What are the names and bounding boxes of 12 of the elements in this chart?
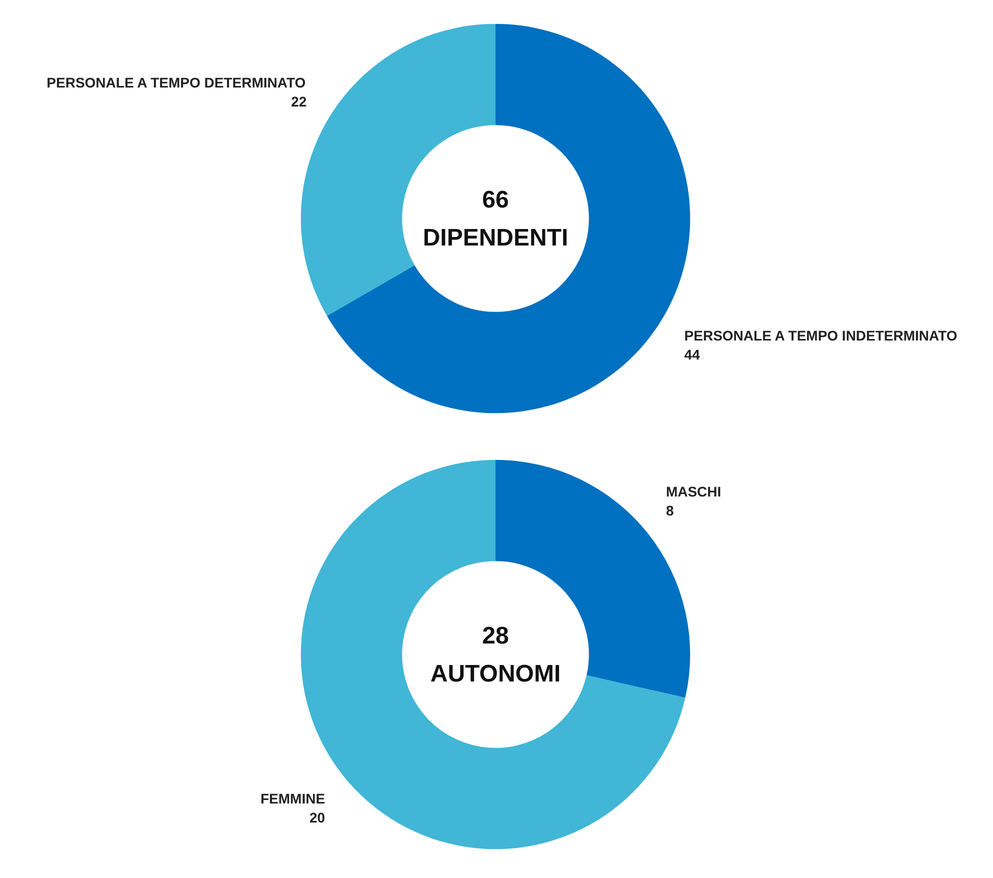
data-label: 20 [309,810,326,826]
slice-label: MASCHI [666,483,722,500]
data-label: 22 [291,94,307,110]
slice-label: FEMMINE [260,790,326,806]
data-label: 44 [684,346,700,363]
slice-label: PERSONALE A TEMPO INDETERMINATO [684,328,958,344]
text: DIPENDENTI [422,224,568,252]
slice-label: PERSONALE A TEMPO DETERMINATO [46,74,306,90]
data-label: 8 [666,502,674,519]
text: 28 [482,622,509,650]
text: 66 [482,186,509,214]
text: AUTONOMI [430,660,561,688]
